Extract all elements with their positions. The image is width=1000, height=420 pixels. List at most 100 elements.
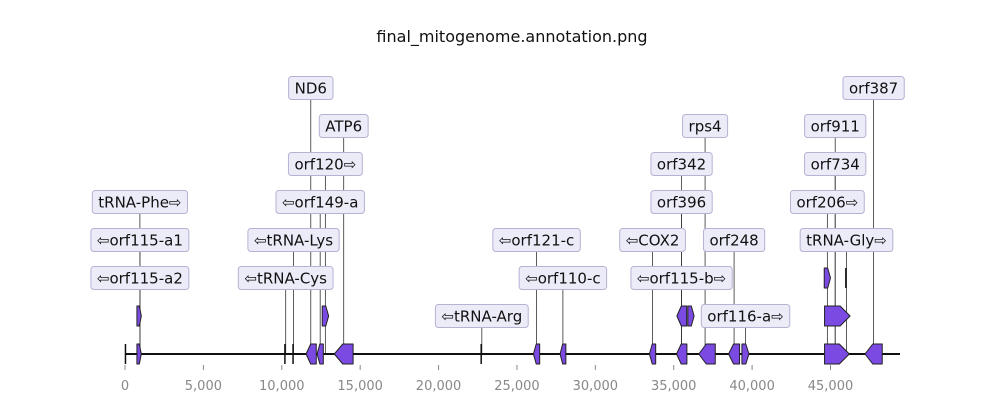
x-tick-label: 35,000 <box>651 379 697 394</box>
feature-label: ⇦tRNA-Lys <box>247 228 340 252</box>
x-tick-label: 45,000 <box>808 379 854 394</box>
feature-arrow <box>824 343 850 365</box>
feature-label-text: orf206⇨ <box>796 194 858 212</box>
feature-label: ⇦orf110-c <box>518 266 608 290</box>
feature-label: orf387 <box>842 76 905 100</box>
feature-arrow <box>824 305 851 327</box>
feature-label-box <box>90 228 190 252</box>
feature-label-box <box>434 304 529 328</box>
feature-arrow <box>676 343 688 365</box>
feature-arrow <box>333 343 354 365</box>
feature-label-text: rps4 <box>689 118 722 136</box>
feature-label-box <box>237 266 334 290</box>
feature-label-box <box>650 190 713 214</box>
feature-label: orf396 <box>650 190 713 214</box>
feature-label-text: ⇦tRNA-Arg <box>441 308 522 326</box>
feature-label-text: orf911 <box>811 118 860 136</box>
feature-label-box <box>804 114 867 138</box>
feature-arrow <box>321 305 330 327</box>
feature-label: orf734 <box>804 152 867 176</box>
feature-label-text: ⇦orf121-c <box>499 232 574 250</box>
feature-label-box <box>804 152 867 176</box>
feature-label-box <box>842 76 905 100</box>
feature-label: ⇦orf149-a <box>275 190 365 214</box>
x-tick-label: 10,000 <box>259 379 305 394</box>
feature-label-box <box>91 190 189 214</box>
x-tick-label: 20,000 <box>416 379 462 394</box>
x-tick-label: 5,000 <box>185 379 222 394</box>
feature-label-text: ⇦orf115-a1 <box>97 232 183 250</box>
feature-label-box <box>799 228 894 252</box>
feature-label-text: orf116-a⇨ <box>707 308 783 326</box>
feature-label-box <box>492 228 581 252</box>
feature-arrow <box>559 343 567 365</box>
feature-label-box <box>700 304 791 328</box>
feature-arrow <box>823 267 831 289</box>
feature-label-text: ⇦orf115-b⇨ <box>637 270 726 288</box>
feature-label-box <box>702 228 766 252</box>
feature-label: orf206⇨ <box>789 190 865 214</box>
feature-label-box <box>789 190 865 214</box>
feature-label-box <box>287 152 363 176</box>
feature-label: ⇦tRNA-Arg <box>434 304 529 328</box>
x-tick-label: 15,000 <box>337 379 383 394</box>
feature-label: ATP6 <box>318 114 369 138</box>
feature-label-text: ATP6 <box>325 118 362 136</box>
feature-label-text: orf120⇨ <box>294 156 356 174</box>
feature-label-box <box>682 114 729 138</box>
feature-label-text: orf387 <box>849 80 898 98</box>
feature-label-text: tRNA-Gly⇨ <box>806 232 887 250</box>
feature-label: ⇦orf115-a2 <box>90 266 190 290</box>
feature-label-text: ND6 <box>295 80 327 98</box>
feature-label-text: ⇦orf115-a2 <box>97 270 183 288</box>
feature-label-text: orf342 <box>657 156 706 174</box>
feature-label-text: orf734 <box>811 156 860 174</box>
feature-arrow <box>136 305 142 327</box>
feature-label-box <box>247 228 340 252</box>
x-axis: 0 5,000 10,000 15,000 20,000 25,000 30,000 35,0… <box>121 365 853 394</box>
feature-label-text: ⇦orf110-c <box>525 270 600 288</box>
feature-label: ⇦COX2 <box>619 228 686 252</box>
figure-title: final_mitogenome.annotation.png <box>376 27 647 47</box>
feature-arrow <box>864 343 883 365</box>
feature-label: ⇦orf121-c <box>492 228 581 252</box>
feature-label-box <box>650 152 713 176</box>
feature-label: ⇦tRNA-Cys <box>237 266 334 290</box>
feature-label-box <box>318 114 369 138</box>
x-tick-label: 0 <box>121 379 129 394</box>
feature-label: orf116-a⇨ <box>700 304 791 328</box>
feature-label: ⇦orf115-b⇨ <box>630 266 733 290</box>
feature-label-text: ⇦orf149-a <box>282 194 358 212</box>
feature-label-box <box>630 266 733 290</box>
feature-arrow <box>741 343 750 365</box>
x-tick-label: 30,000 <box>573 379 619 394</box>
feature-label: orf342 <box>650 152 713 176</box>
feature-label: ND6 <box>288 76 334 100</box>
feature-track <box>124 267 883 365</box>
feature-label-box <box>518 266 608 290</box>
x-tick-label: 40,000 <box>729 379 775 394</box>
feature-arrow <box>305 343 317 365</box>
feature-label-box <box>288 76 334 100</box>
feature-arrow <box>648 343 657 365</box>
feature-label: orf248 <box>702 228 766 252</box>
feature-arrow <box>532 343 541 365</box>
feature-arrow <box>136 343 142 365</box>
feature-arrow <box>687 305 695 327</box>
x-tick-label: 25,000 <box>494 379 540 394</box>
feature-label-text: tRNA-Phe⇨ <box>98 194 181 212</box>
feature-arrow <box>698 343 716 365</box>
feature-label-text: orf248 <box>709 232 758 250</box>
feature-arrow <box>728 343 741 365</box>
feature-labels: tRNA-Phe⇨ ⇦orf115-a1 ⇦orf115-a2 ⇦tRNA-Cys ⇦t… <box>90 76 905 328</box>
feature-label: rps4 <box>682 114 729 138</box>
feature-label: tRNA-Gly⇨ <box>799 228 894 252</box>
feature-arrow <box>316 343 324 365</box>
feature-label-box <box>90 266 190 290</box>
feature-label: ⇦orf115-a1 <box>90 228 190 252</box>
feature-label-text: ⇦tRNA-Cys <box>244 270 327 288</box>
feature-label-text: orf396 <box>657 194 706 212</box>
feature-label-box <box>275 190 365 214</box>
feature-label: orf120⇨ <box>287 152 363 176</box>
